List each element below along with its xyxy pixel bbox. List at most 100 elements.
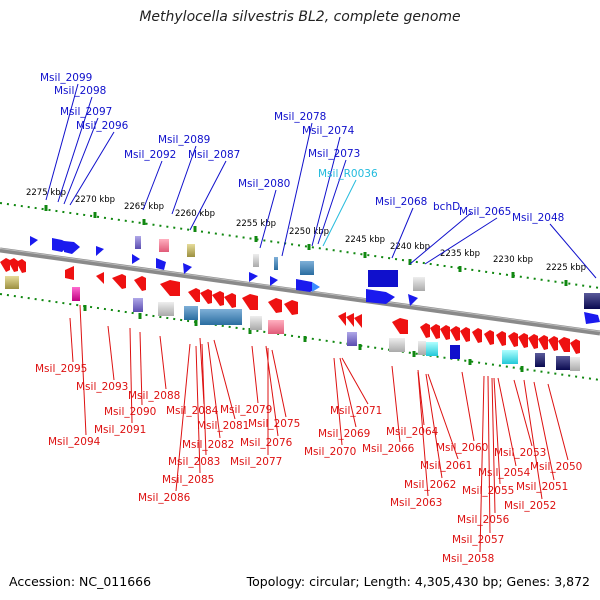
gene-label[interactable]: Msil_2095 — [35, 363, 87, 375]
gene-arrow[interactable] — [430, 324, 440, 339]
gene-arrow[interactable] — [96, 272, 104, 284]
gene-arrow[interactable] — [338, 312, 346, 326]
gene-arrow[interactable] — [200, 289, 212, 304]
gene-arrow[interactable] — [212, 291, 224, 306]
gene-arrow[interactable] — [392, 318, 408, 334]
gene-arrow[interactable] — [0, 258, 10, 272]
gene-label[interactable]: Msil_2087 — [188, 149, 240, 161]
category-box[interactable] — [347, 332, 357, 346]
gene-arrow[interactable] — [354, 314, 362, 328]
gene-label[interactable]: Msil_2061 — [420, 460, 472, 472]
gene-arrow[interactable] — [408, 294, 418, 306]
gene-arrow[interactable] — [16, 259, 26, 273]
gene-arrow[interactable] — [484, 330, 494, 345]
category-box[interactable] — [187, 244, 195, 257]
gene-label[interactable]: Msil_2065 — [459, 206, 511, 218]
gene-arrow[interactable] — [188, 288, 200, 302]
gene-label[interactable]: Msil_2053 — [494, 447, 546, 459]
gene-label[interactable]: Msil_2082 — [182, 439, 234, 451]
gene-label[interactable]: Msil_2064 — [386, 426, 439, 438]
gene-arrow[interactable] — [538, 335, 548, 350]
category-box[interactable] — [133, 298, 143, 312]
category-box[interactable] — [300, 261, 314, 275]
gene-label[interactable]: Msil_2074 — [302, 125, 355, 137]
gene-arrow[interactable] — [96, 246, 104, 256]
gene-arrow[interactable] — [134, 276, 146, 291]
gene-label[interactable]: Msil_2056 — [457, 514, 510, 526]
gene-arrow[interactable] — [224, 293, 236, 308]
gene-arrow[interactable] — [112, 274, 126, 289]
category-box[interactable] — [274, 257, 278, 270]
category-box[interactable] — [268, 320, 284, 334]
gene-arrow[interactable] — [249, 272, 258, 282]
gene-label[interactable]: Msil_2060 — [436, 442, 488, 454]
gene-label[interactable]: Msil_2078 — [274, 111, 326, 123]
gene-label[interactable]: Msil_2079 — [220, 404, 272, 416]
gene-label[interactable]: Msil_2071 — [330, 405, 382, 417]
category-box[interactable] — [502, 350, 518, 364]
gene-label[interactable]: Msil_2097 — [60, 106, 112, 118]
gene-label[interactable]: Msil_2058 — [442, 553, 494, 565]
gene-arrow[interactable] — [508, 332, 518, 347]
gene-label[interactable]: Msil_2063 — [390, 497, 442, 509]
gene-arrow[interactable] — [570, 339, 580, 354]
gene-arrow[interactable] — [8, 258, 18, 272]
category-box[interactable] — [389, 338, 405, 352]
gene-label[interactable]: Msil_2062 — [404, 479, 456, 491]
category-box[interactable] — [200, 309, 242, 325]
gene-arrow[interactable] — [472, 328, 482, 343]
gene-label[interactable]: Msil_2077 — [230, 456, 282, 468]
gene-arrow[interactable] — [270, 276, 278, 286]
gene-label[interactable]: Msil_2080 — [238, 178, 290, 190]
gene-label[interactable]: Msil_2086 — [138, 492, 191, 504]
gene-label[interactable]: Msil_2054 — [478, 467, 531, 479]
gene-label[interactable]: Msil_2068 — [375, 196, 427, 208]
gene-arrow[interactable] — [242, 294, 258, 310]
category-box[interactable] — [158, 302, 174, 316]
gene-label[interactable]: Msil_2066 — [362, 443, 415, 455]
gene-arrow[interactable] — [420, 323, 430, 338]
gene-label[interactable]: Msil_2098 — [54, 85, 106, 97]
gene-arrow[interactable] — [450, 326, 460, 341]
gene-label[interactable]: Msil_2052 — [504, 500, 556, 512]
category-box[interactable] — [426, 342, 438, 356]
gene-label[interactable]: Msil_R0036 — [318, 168, 378, 180]
category-box[interactable] — [5, 276, 19, 289]
gene-label[interactable]: Msil_2073 — [308, 148, 360, 160]
category-box[interactable] — [250, 316, 262, 330]
category-box[interactable] — [413, 277, 425, 291]
gene-arrow[interactable] — [346, 313, 354, 327]
gene-label[interactable]: Msil_2076 — [240, 437, 293, 449]
gene-arrow[interactable] — [584, 312, 600, 324]
gene-label[interactable]: Msil_2093 — [76, 381, 128, 393]
gene-label[interactable]: Msil_2091 — [94, 424, 146, 436]
gene-arrow[interactable] — [548, 336, 558, 351]
gene-label[interactable]: Msil_2050 — [530, 461, 582, 473]
gene-label[interactable]: Msil_2096 — [76, 120, 129, 132]
category-box[interactable] — [135, 236, 141, 249]
category-box[interactable] — [184, 306, 198, 320]
gene-label[interactable]: Msil_2088 — [128, 390, 180, 402]
gene-arrow[interactable] — [268, 298, 282, 313]
gene-label[interactable]: Msil_2081 — [197, 420, 249, 432]
gene-label[interactable]: Msil_2094 — [48, 436, 101, 448]
category-box[interactable] — [570, 357, 580, 371]
gene-label[interactable]: Msil_2090 — [104, 406, 156, 418]
gene-label[interactable]: Msil_2099 — [40, 72, 92, 84]
gene-label[interactable]: Msil_2084 — [166, 405, 219, 417]
category-box[interactable] — [418, 341, 426, 355]
gene-arrow[interactable] — [160, 280, 180, 296]
gene-arrow[interactable] — [132, 254, 140, 264]
gene-arrow[interactable] — [440, 325, 450, 340]
gene-label[interactable]: Msil_2048 — [512, 212, 564, 224]
gene-block[interactable] — [584, 293, 600, 309]
gene-arrow[interactable] — [558, 337, 570, 352]
gene-arrow[interactable] — [528, 334, 538, 349]
gene-arrow[interactable] — [312, 282, 320, 292]
gene-label[interactable]: Msil_2069 — [318, 428, 370, 440]
gene-label[interactable]: Msil_2085 — [162, 474, 214, 486]
gene-arrow[interactable] — [65, 266, 74, 280]
category-box[interactable] — [556, 356, 570, 370]
category-box[interactable] — [72, 287, 80, 301]
gene-label[interactable]: Msil_2070 — [304, 446, 356, 458]
